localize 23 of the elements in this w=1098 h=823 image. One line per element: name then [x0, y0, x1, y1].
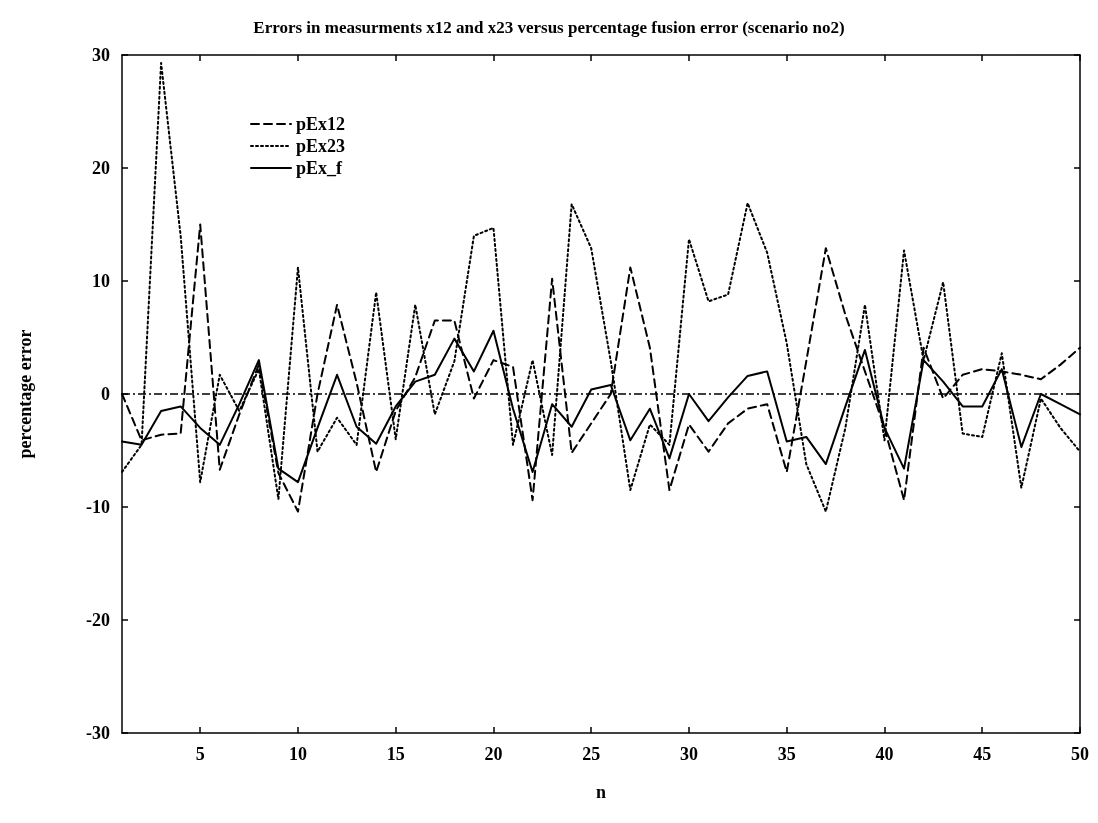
y-tick-label: 10 [92, 271, 110, 291]
y-tick-label: 0 [101, 384, 110, 404]
x-tick-label: 15 [386, 744, 405, 764]
legend-label: pEx12 [296, 114, 346, 134]
y-tick-label: 20 [92, 158, 110, 178]
y-tick-label: 30 [92, 45, 110, 65]
x-tick-label: 35 [777, 744, 796, 764]
x-tick-label: 5 [195, 744, 205, 764]
x-tick-label: 10 [288, 744, 307, 764]
x-tick-label: 20 [484, 744, 503, 764]
y-tick-label: -20 [86, 610, 110, 630]
legend-label: pEx_f [296, 158, 344, 178]
x-tick-label: 30 [679, 744, 698, 764]
x-tick-label: 45 [973, 744, 992, 764]
y-tick-label: -30 [86, 723, 110, 743]
chart-title: Errors in measurments x12 and x23 versus percentage fusion error (scenario no2) [253, 18, 845, 37]
x-tick-label: 40 [875, 744, 894, 764]
y-tick-label: -10 [86, 497, 110, 517]
legend-label: pEx23 [296, 136, 346, 156]
x-axis-title: n [595, 782, 607, 802]
x-tick-label: 50 [1071, 744, 1089, 764]
y-axis-title: percentage error [15, 329, 35, 459]
x-tick-label: 25 [582, 744, 601, 764]
